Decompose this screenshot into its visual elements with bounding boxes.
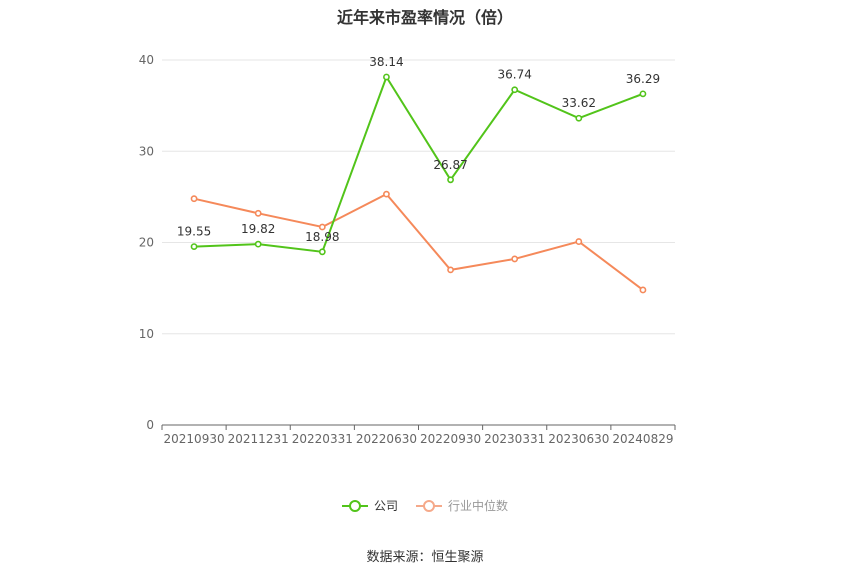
data-label-layer: 19.55 19.82 18.98 38.14 26.87 36.74 33.62 36.29 bbox=[177, 55, 660, 244]
y-tick-label: 40 bbox=[139, 53, 154, 67]
y-tick-label: 10 bbox=[139, 327, 154, 341]
legend-company-marker-icon bbox=[341, 499, 368, 512]
company-data-point bbox=[318, 248, 326, 256]
industry-data-point bbox=[511, 255, 519, 263]
x-tick-label: 20220331 bbox=[292, 432, 353, 446]
x-tick-label: 20230630 bbox=[548, 432, 609, 446]
company-data-label: 19.82 bbox=[241, 222, 275, 236]
company-data-point bbox=[575, 114, 583, 122]
industry-data-point bbox=[383, 190, 390, 198]
industry-data-point bbox=[190, 195, 198, 203]
company-data-point bbox=[254, 240, 262, 248]
company-data-label: 33.62 bbox=[562, 96, 596, 110]
company-data-point bbox=[511, 86, 519, 94]
company-data-label: 36.74 bbox=[498, 68, 532, 82]
industry-data-point bbox=[639, 286, 647, 294]
company-data-point bbox=[190, 243, 198, 251]
x-tick-label: 20240829 bbox=[612, 432, 673, 446]
x-tick-label: 20230331 bbox=[484, 432, 545, 446]
company-data-label: 19.55 bbox=[177, 225, 211, 239]
x-tick-label: 20210930 bbox=[164, 432, 225, 446]
y-tick-label: 0 bbox=[146, 418, 154, 432]
company-data-point bbox=[447, 176, 454, 184]
industry-data-point bbox=[254, 209, 262, 217]
company-data-point bbox=[639, 90, 647, 98]
chart-title: 近年来市盈率情况（倍） bbox=[336, 8, 513, 27]
company-data-label: 38.14 bbox=[369, 55, 403, 69]
legend-item-company[interactable]: 公司 bbox=[341, 497, 398, 514]
y-tick-label: 30 bbox=[139, 144, 154, 158]
company-data-label: 36.29 bbox=[626, 72, 660, 86]
company-data-label: 26.87 bbox=[433, 158, 467, 172]
grid-layer bbox=[162, 59, 675, 335]
legend: 公司 行业中位数 bbox=[0, 497, 850, 514]
company-data-point bbox=[383, 73, 390, 81]
x-tick-label: 20220630 bbox=[356, 432, 417, 446]
y-tick-label: 20 bbox=[139, 236, 154, 250]
industry-data-point bbox=[318, 223, 326, 231]
industry-data-point bbox=[575, 238, 583, 245]
industry-data-point bbox=[447, 266, 454, 274]
x-tick-label: 20220930 bbox=[420, 432, 481, 446]
company-series-line bbox=[194, 74, 644, 253]
company-data-label: 18.98 bbox=[305, 230, 339, 244]
series-layer bbox=[190, 73, 647, 294]
legend-industry-marker-icon bbox=[416, 499, 442, 512]
source-note: 数据来源：恒生聚源 bbox=[366, 550, 484, 565]
axis-layer: 0 10 20 30 40 20210930 20211231 20220331 2022063… bbox=[139, 53, 676, 446]
industry-series-line bbox=[193, 192, 644, 291]
legend-item-industry-median[interactable]: 行业中位数 bbox=[416, 497, 508, 514]
legend-industry-label: 行业中位数 bbox=[448, 499, 509, 513]
legend-company-label: 公司 bbox=[373, 499, 398, 513]
x-tick-label: 20211231 bbox=[228, 432, 289, 446]
